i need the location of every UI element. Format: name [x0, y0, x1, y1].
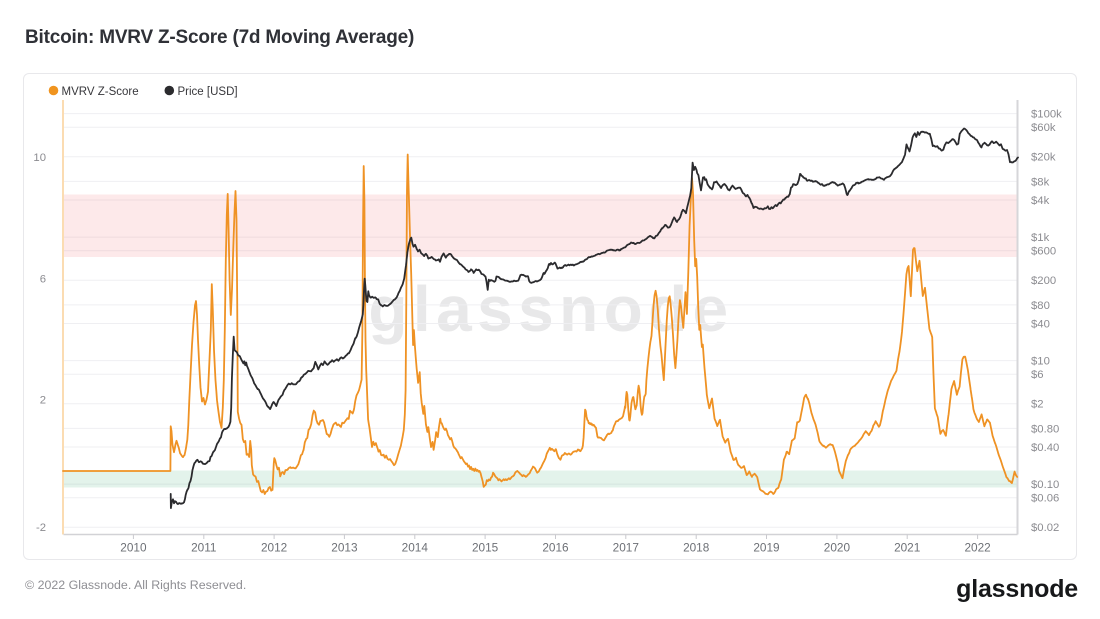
svg-text:-2: -2: [36, 522, 46, 534]
svg-text:$0.40: $0.40: [1031, 442, 1059, 454]
svg-text:$60k: $60k: [1031, 122, 1056, 134]
svg-text:10: 10: [33, 152, 46, 164]
svg-text:2011: 2011: [191, 541, 216, 555]
svg-text:2012: 2012: [261, 541, 287, 555]
svg-text:$4k: $4k: [1031, 195, 1050, 207]
svg-text:2018: 2018: [683, 541, 710, 555]
svg-text:2015: 2015: [472, 541, 499, 555]
svg-text:$6: $6: [1031, 369, 1044, 381]
svg-text:$0.10: $0.10: [1031, 479, 1059, 491]
svg-text:$40: $40: [1031, 318, 1050, 330]
svg-text:2013: 2013: [331, 541, 358, 555]
svg-text:$0.80: $0.80: [1031, 423, 1059, 435]
svg-text:2014: 2014: [402, 541, 429, 555]
svg-text:6: 6: [40, 273, 46, 285]
svg-text:Price [USD]: Price [USD]: [178, 86, 238, 98]
svg-text:$0.02: $0.02: [1031, 522, 1059, 534]
svg-text:2022: 2022: [964, 541, 990, 555]
svg-text:$20k: $20k: [1031, 152, 1056, 164]
svg-text:2016: 2016: [542, 541, 569, 555]
svg-text:$80: $80: [1031, 300, 1050, 312]
svg-text:$10: $10: [1031, 356, 1050, 368]
svg-text:2: 2: [40, 395, 46, 407]
svg-text:MVRV Z-Score: MVRV Z-Score: [62, 86, 139, 98]
svg-text:2020: 2020: [824, 541, 851, 555]
svg-text:$2: $2: [1031, 399, 1044, 411]
svg-text:2017: 2017: [613, 541, 639, 555]
svg-text:2021: 2021: [894, 541, 920, 555]
svg-text:$600: $600: [1031, 246, 1056, 258]
svg-text:$8k: $8k: [1031, 176, 1050, 188]
svg-text:$200: $200: [1031, 275, 1056, 287]
svg-text:$100k: $100k: [1031, 109, 1062, 121]
svg-text:$1k: $1k: [1031, 232, 1050, 244]
svg-text:2010: 2010: [120, 541, 147, 555]
svg-text:$0.06: $0.06: [1031, 493, 1059, 505]
svg-text:2019: 2019: [753, 541, 779, 555]
